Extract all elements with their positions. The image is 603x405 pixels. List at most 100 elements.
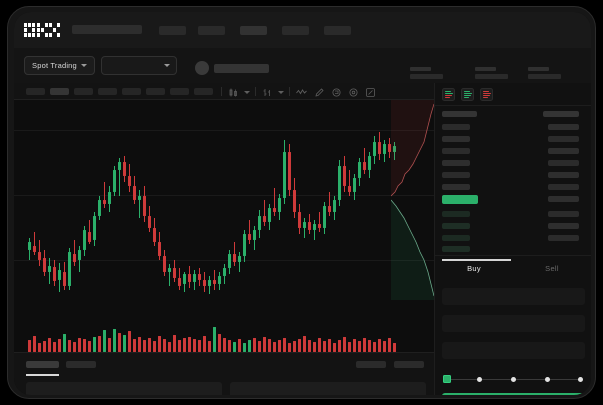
- orders-tab-1[interactable]: [26, 361, 59, 368]
- orderbook-row-ask[interactable]: [442, 124, 470, 130]
- candle: [388, 100, 391, 310]
- candlestick-icon[interactable]: [227, 87, 239, 97]
- candle: [348, 100, 351, 310]
- volume-bar: [378, 339, 381, 352]
- orderbook-row-bid[interactable]: [442, 246, 470, 252]
- orderbook-row-ask[interactable]: [442, 148, 470, 154]
- candle: [183, 100, 186, 310]
- volume-bar: [253, 338, 256, 352]
- orderbook-mode-asks[interactable]: [480, 88, 493, 101]
- volume-bar: [368, 340, 371, 352]
- device-frame: Spot Trading: [7, 6, 596, 399]
- orderbook-value-row: [548, 124, 579, 130]
- volume-bar: [393, 343, 396, 352]
- candle: [263, 100, 266, 310]
- timeframe-5[interactable]: [122, 88, 141, 95]
- nav-item-5[interactable]: [324, 26, 351, 35]
- tab-sell[interactable]: Sell: [545, 264, 559, 273]
- chevron-down-icon[interactable]: [243, 87, 251, 97]
- tab-buy[interactable]: Buy: [467, 264, 481, 273]
- orderbook-row-ask[interactable]: [442, 172, 470, 178]
- volume-bar: [343, 337, 346, 352]
- candle: [128, 100, 131, 310]
- pencil-icon[interactable]: [313, 87, 325, 97]
- timeframe-8[interactable]: [194, 88, 213, 95]
- candle: [378, 100, 381, 310]
- trading-mode-selector[interactable]: Spot Trading: [24, 56, 95, 75]
- orders-content-box-1[interactable]: [26, 382, 222, 395]
- global-search-input[interactable]: [72, 25, 142, 34]
- nav-item-2[interactable]: [198, 26, 225, 35]
- chevron-down-icon[interactable]: [277, 87, 285, 97]
- volume-bar: [43, 341, 46, 352]
- timeframe-4[interactable]: [98, 88, 117, 95]
- settings-icon[interactable]: [347, 87, 359, 97]
- ticker-stat-3-label: [528, 67, 549, 71]
- candle: [108, 100, 111, 310]
- candle: [188, 100, 191, 310]
- slider-node-50[interactable]: [511, 376, 516, 382]
- price-chart[interactable]: [14, 100, 434, 352]
- orderbook-row-bid[interactable]: [442, 223, 470, 229]
- candle: [133, 100, 136, 310]
- order-total-field[interactable]: [442, 342, 585, 359]
- orderbook-row-bid[interactable]: [442, 211, 470, 217]
- order-amount-slider[interactable]: [443, 373, 585, 385]
- nav-item-3[interactable]: [240, 26, 267, 35]
- nav-item-4[interactable]: [282, 26, 309, 35]
- orderbook-row-ask[interactable]: [442, 184, 470, 190]
- candle: [308, 100, 311, 310]
- trading-mode-label: Spot Trading: [32, 61, 77, 70]
- slider-node-100[interactable]: [578, 376, 583, 382]
- slider-handle[interactable]: [443, 375, 451, 383]
- volume-series: [14, 306, 434, 352]
- volume-bar: [123, 335, 126, 352]
- candle: [218, 100, 221, 310]
- candle: [238, 100, 241, 310]
- timeframe-1[interactable]: [26, 88, 45, 95]
- timeframe-3[interactable]: [74, 88, 93, 95]
- line-wave-icon[interactable]: [295, 87, 307, 97]
- orderbook-row-ask[interactable]: [442, 136, 470, 142]
- timeframe-7[interactable]: [170, 88, 189, 95]
- orderbook-row-bid[interactable]: [442, 235, 470, 241]
- slider-node-25[interactable]: [477, 376, 482, 382]
- ticker-stat-1-value: [410, 74, 443, 79]
- volume-bar: [208, 341, 211, 352]
- volume-bar: [193, 339, 196, 352]
- slider-node-75[interactable]: [545, 376, 550, 382]
- order-amount-field[interactable]: [442, 315, 585, 332]
- candle: [208, 100, 211, 310]
- volume-bar: [163, 339, 166, 352]
- orderbook-value-row: [548, 172, 579, 178]
- candle: [313, 100, 316, 310]
- fullscreen-icon[interactable]: [364, 87, 376, 97]
- nav-item-1[interactable]: [159, 26, 186, 35]
- trading-pair-selector[interactable]: [101, 56, 177, 75]
- timeframe-2[interactable]: [50, 88, 69, 95]
- toolbar-divider: [289, 87, 290, 96]
- depth-chart-svg: [390, 100, 434, 300]
- orderbook-mode-bids[interactable]: [461, 88, 474, 101]
- orders-content-box-2[interactable]: [230, 382, 426, 395]
- volume-bar: [53, 342, 56, 352]
- orders-tab-2[interactable]: [66, 361, 96, 368]
- orderbook-spread-highlight[interactable]: [442, 195, 478, 204]
- orders-action-2[interactable]: [394, 361, 424, 368]
- order-price-field[interactable]: [442, 288, 585, 305]
- magnet-icon[interactable]: [330, 87, 342, 97]
- volume-bar: [203, 336, 206, 352]
- candle: [363, 100, 366, 310]
- orderbook-value-row: [548, 211, 579, 217]
- orderbook-row-ask[interactable]: [442, 160, 470, 166]
- submit-buy-button[interactable]: [442, 393, 585, 395]
- orderbook-mode-both[interactable]: [442, 88, 455, 101]
- volume-bar: [138, 337, 141, 352]
- bar-chart-icon[interactable]: [261, 87, 273, 97]
- okx-logo[interactable]: [24, 22, 62, 37]
- orders-action-1[interactable]: [356, 361, 386, 368]
- volume-bar: [38, 343, 41, 352]
- volume-bar: [58, 339, 61, 352]
- timeframe-6[interactable]: [146, 88, 165, 95]
- volume-bar: [118, 333, 121, 352]
